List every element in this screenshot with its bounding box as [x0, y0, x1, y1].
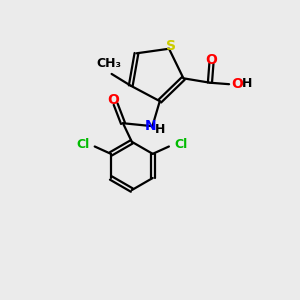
Text: O: O [107, 93, 119, 107]
Text: Cl: Cl [76, 138, 89, 151]
Text: Cl: Cl [174, 138, 188, 151]
Text: CH₃: CH₃ [97, 56, 122, 70]
Text: N: N [145, 119, 157, 133]
Text: H: H [242, 77, 252, 90]
Text: O: O [206, 53, 217, 67]
Text: S: S [166, 39, 176, 53]
Text: O: O [231, 77, 243, 91]
Text: H: H [154, 123, 165, 136]
